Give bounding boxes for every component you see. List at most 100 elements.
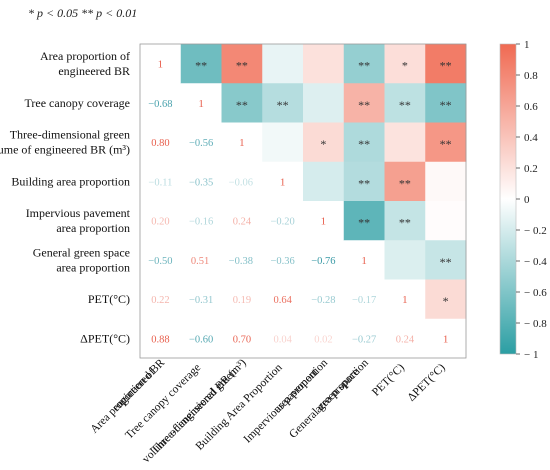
heatmap-cell <box>140 44 182 84</box>
diagonal-label: 1 <box>198 98 204 110</box>
correlation-value: 0.70 <box>233 334 251 345</box>
colorbar-tick-label: 1 <box>524 39 530 51</box>
heatmap-cell <box>343 83 385 123</box>
correlation-value: −0.16 <box>189 217 213 228</box>
significance-marker: ** <box>440 137 452 151</box>
correlation-value: −0.38 <box>229 256 255 267</box>
heatmap-cell <box>425 122 467 163</box>
correlation-value: −0.76 <box>311 256 335 267</box>
correlation-value: 0.24 <box>396 334 415 345</box>
correlation-value: 0.64 <box>273 295 292 306</box>
colorbar-tick-label: 0 <box>524 194 530 206</box>
diagonal-label: 1 <box>158 59 164 71</box>
colorbar <box>499 43 517 355</box>
significance-marker: ** <box>399 216 411 230</box>
diagonal-label: 1 <box>239 137 245 149</box>
correlation-value: −0.27 <box>352 334 376 345</box>
correlation-value: 0.24 <box>233 217 252 228</box>
heatmap-cell <box>180 44 222 84</box>
heatmap-cell <box>303 122 345 163</box>
heatmap-cell <box>425 161 467 202</box>
heatmap-cell <box>221 83 263 123</box>
heatmap-cell <box>343 240 385 280</box>
significance-marker: ** <box>440 255 452 269</box>
diagonal-label: 1 <box>443 333 449 345</box>
significance-marker: ** <box>440 59 452 73</box>
correlation-value: 0.51 <box>191 256 211 267</box>
diagonal-label: 1 <box>321 216 327 228</box>
row-label: Area proportion of <box>40 49 130 63</box>
colorbar-tick-label: − 0.8 <box>524 318 547 330</box>
heatmap-cell <box>384 240 426 280</box>
heatmap-cell <box>343 44 385 84</box>
diagonal-label: 1 <box>402 294 408 306</box>
row-label: Impervious pavement <box>26 206 131 220</box>
correlation-value: 0.20 <box>151 217 169 228</box>
heatmap-cell <box>425 83 467 123</box>
colorbar-tick-label: − 1 <box>524 349 538 361</box>
correlation-value: −0.50 <box>148 256 172 267</box>
heatmap-cell <box>343 201 385 241</box>
colorbar-tick-label: − 0.2 <box>524 225 547 237</box>
correlation-value: 0.80 <box>151 138 169 149</box>
significance-marker: ** <box>358 59 370 73</box>
correlation-value: −0.06 <box>229 177 255 188</box>
significance-marker: ** <box>358 137 370 151</box>
correlation-value: −0.20 <box>270 217 294 228</box>
heatmap-cell <box>384 161 426 202</box>
heatmap-cell <box>384 279 426 320</box>
heatmap-cell <box>425 240 467 280</box>
heatmap-cell <box>384 122 426 163</box>
heatmap-cell <box>384 44 426 84</box>
heatmap-cell <box>303 201 345 241</box>
heatmap-cell <box>303 83 345 123</box>
correlation-value: −0.60 <box>189 334 213 345</box>
significance-marker: ** <box>358 176 370 190</box>
row-label: ΔPET(°C) <box>80 331 130 345</box>
diagonal-label: 1 <box>280 176 286 188</box>
row-label: area proportion <box>56 260 130 274</box>
correlation-value: −0.68 <box>148 99 172 110</box>
significance-marker: * <box>443 294 449 308</box>
row-label: volume of engineered BR (m³) <box>0 143 130 157</box>
row-label: Building area proportion <box>11 174 130 188</box>
correlation-value: 0.88 <box>151 334 169 345</box>
heatmap-cell <box>262 122 304 163</box>
row-label: engineered BR <box>58 64 130 78</box>
correlation-value: 0.19 <box>233 295 251 306</box>
row-label: PET(°C) <box>88 292 130 306</box>
heatmap-cell <box>384 83 426 123</box>
significance-marker: ** <box>277 98 289 112</box>
significance-marker: ** <box>195 59 207 73</box>
column-label: Tree canopy coverage <box>123 362 203 442</box>
heatmap-cell <box>180 83 222 123</box>
heatmap-cell <box>262 83 304 123</box>
correlation-value: −0.36 <box>270 256 294 267</box>
significance-marker: ** <box>399 98 411 112</box>
row-label: Tree canopy coverage <box>24 96 130 110</box>
significance-note: * p < 0.05 ** p < 0.01 <box>28 6 137 20</box>
significance-marker: ** <box>236 98 248 112</box>
row-label: Three-dimensional green <box>10 128 130 142</box>
heatmap-cell <box>343 122 385 163</box>
significance-marker: ** <box>358 98 370 112</box>
column-label: ΔPET(°C) <box>405 362 447 404</box>
heatmap-cell <box>384 201 426 241</box>
correlation-value: 0.22 <box>151 295 169 306</box>
heatmap-cell <box>303 44 345 84</box>
correlation-value: −0.56 <box>189 138 213 149</box>
correlation-value: −0.31 <box>189 295 213 306</box>
colorbar-tick-label: 0.4 <box>524 132 538 144</box>
significance-marker: ** <box>236 59 248 73</box>
correlation-value: 0.04 <box>273 334 292 345</box>
correlation-value: −0.35 <box>189 177 213 188</box>
row-label: area proportion <box>56 221 130 235</box>
heatmap-cell <box>221 122 263 163</box>
significance-marker: ** <box>399 176 411 190</box>
heatmap-cell <box>425 201 467 241</box>
colorbar-tick-label: 0.6 <box>524 101 538 113</box>
colorbar-tick-label: − 0.4 <box>524 256 547 268</box>
heatmap-cell <box>425 279 467 320</box>
colorbar-tick-label: − 0.6 <box>524 287 547 299</box>
